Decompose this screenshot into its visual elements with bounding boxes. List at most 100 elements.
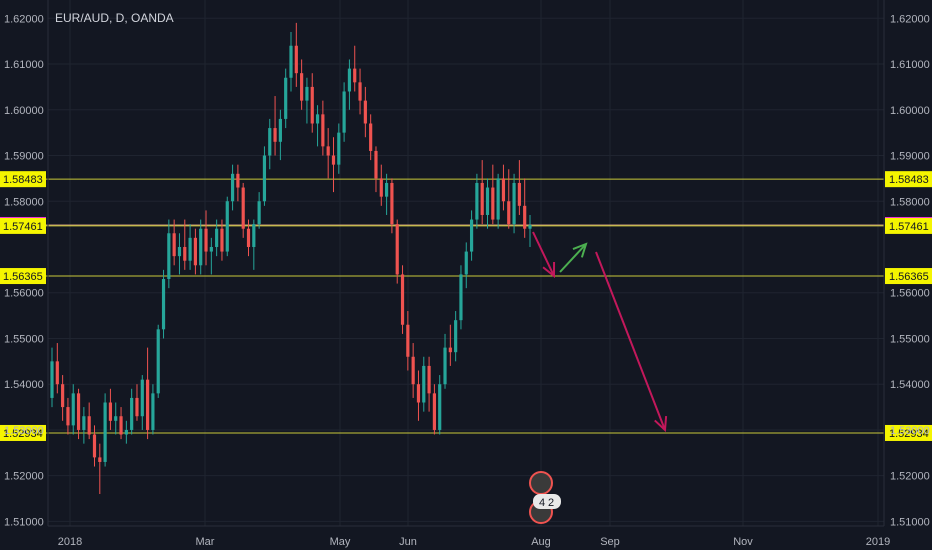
candle-body (331, 155, 336, 165)
y-tick-label-left: 1.58000 (4, 196, 44, 208)
candle-body (353, 68, 357, 83)
candle-body (87, 416, 91, 435)
candle-body (273, 128, 277, 142)
candle-body (289, 45, 293, 78)
y-tick-label-right: 1.62000 (890, 13, 930, 25)
level-label-right: 1.58483 (889, 174, 929, 186)
candle-body (512, 182, 516, 225)
candle-body (230, 173, 235, 202)
level-label-left-bg (0, 424, 46, 441)
candle-body (50, 361, 54, 398)
projection-arrows[interactable] (532, 231, 668, 433)
candle-body (485, 187, 490, 215)
y-tick-label-left: 1.61000 (4, 59, 44, 71)
y-tick-label-left: 1.52000 (4, 471, 44, 483)
candle-body (411, 356, 415, 385)
candles (50, 22, 532, 494)
candle-body (347, 68, 352, 92)
candle-body (278, 118, 282, 142)
y-tick-label-left: 1.62000 (4, 13, 44, 25)
x-tick-label: Aug (531, 536, 551, 548)
chart-title: EUR/AUD, D, OANDA (55, 11, 174, 25)
y-tick-label-left: 1.56000 (4, 288, 44, 300)
candle-body (98, 457, 102, 462)
level-label-right: 1.52934 (889, 428, 929, 440)
arrow-down-short-head (542, 261, 556, 279)
candle-body (438, 384, 442, 430)
candle-body (151, 393, 155, 430)
arrow-up-shaft (559, 243, 587, 273)
arrow-down-long-head (654, 415, 668, 433)
candle-body (61, 384, 65, 408)
x-tick-label: Jun (399, 536, 417, 548)
arrow-down-long-shaft (595, 251, 666, 431)
candle-body (262, 155, 267, 202)
candle-body (496, 178, 500, 220)
arrow-up[interactable] (559, 242, 588, 273)
candle-body (119, 416, 123, 435)
candle-body (305, 86, 309, 101)
candle-body (315, 114, 320, 124)
candle-body (268, 128, 272, 156)
y-tick-label-right: 1.52000 (890, 471, 930, 483)
y-tick-label-left: 1.54000 (4, 379, 44, 391)
y-tick-label-right: 1.61000 (890, 59, 930, 71)
level-label-right-bg (885, 268, 932, 285)
y-tick-label-right: 1.51000 (890, 516, 930, 528)
candle-body (390, 182, 394, 225)
level-label-left: 1.57461 (3, 221, 43, 233)
event-count: 4 (539, 497, 545, 509)
candle-body (76, 393, 81, 430)
candle-body (130, 397, 134, 430)
x-tick-label: Mar (196, 536, 215, 548)
candle-body (82, 416, 86, 430)
left-price-axis[interactable]: 1.62000 1.61000 1.60000 1.59000 1.58000 1.560… (4, 0, 49, 528)
time-axis[interactable]: 2018 Mar May Jun Aug Sep Nov 2019 (48, 525, 890, 548)
level-label-right: 1.57461 (889, 221, 929, 233)
candle-body (135, 397, 139, 417)
candle-body (161, 279, 166, 330)
level-label-right-bg (885, 424, 932, 441)
candle-body (469, 219, 474, 252)
candle-body (108, 402, 113, 421)
candle-body (220, 228, 224, 252)
level-lines[interactable]: 1.584831.584831.574811.574811.574611.574… (0, 171, 932, 441)
candle-body (177, 246, 182, 257)
candle-body (507, 201, 511, 225)
event-count-2: 2 (548, 497, 554, 509)
candle-body (369, 123, 373, 151)
y-tick-label-left: 1.59000 (4, 151, 44, 163)
level-label-left-bg (0, 268, 46, 285)
candle-body (71, 393, 75, 426)
candle-body (464, 251, 468, 275)
y-tick-label-right: 1.53000 (890, 425, 930, 437)
arrow-down-short[interactable] (532, 231, 556, 279)
candle-body (422, 365, 426, 403)
candle-body (395, 224, 399, 275)
event-icon-top[interactable] (529, 471, 553, 495)
x-tick-label: May (330, 536, 351, 548)
level-label-right: 1.56365 (889, 271, 929, 283)
candle-body (379, 178, 383, 197)
candle-body (209, 246, 213, 252)
candle-body (475, 182, 479, 220)
candle-body (448, 347, 452, 353)
candle-body (321, 114, 325, 147)
candle-body (363, 100, 367, 124)
candle-body (432, 393, 436, 430)
candle-body (326, 146, 330, 156)
y-tick-label-left: 1.60000 (4, 105, 44, 117)
candle-body (491, 187, 495, 220)
candle-body (385, 182, 389, 197)
candle-body (528, 225, 532, 229)
level-label-right-bg (885, 217, 932, 234)
event-badge[interactable]: 4 2 (529, 471, 561, 524)
arrow-down-long[interactable] (595, 251, 668, 433)
candle-body (252, 224, 256, 247)
right-price-axis[interactable]: 1.62000 1.61000 1.60000 1.59000 1.58000 1.560… (883, 0, 930, 528)
candle-body (416, 384, 421, 403)
y-tick-label-left: 1.51000 (4, 516, 44, 528)
candle-body (342, 91, 346, 133)
candle-body (246, 228, 251, 247)
